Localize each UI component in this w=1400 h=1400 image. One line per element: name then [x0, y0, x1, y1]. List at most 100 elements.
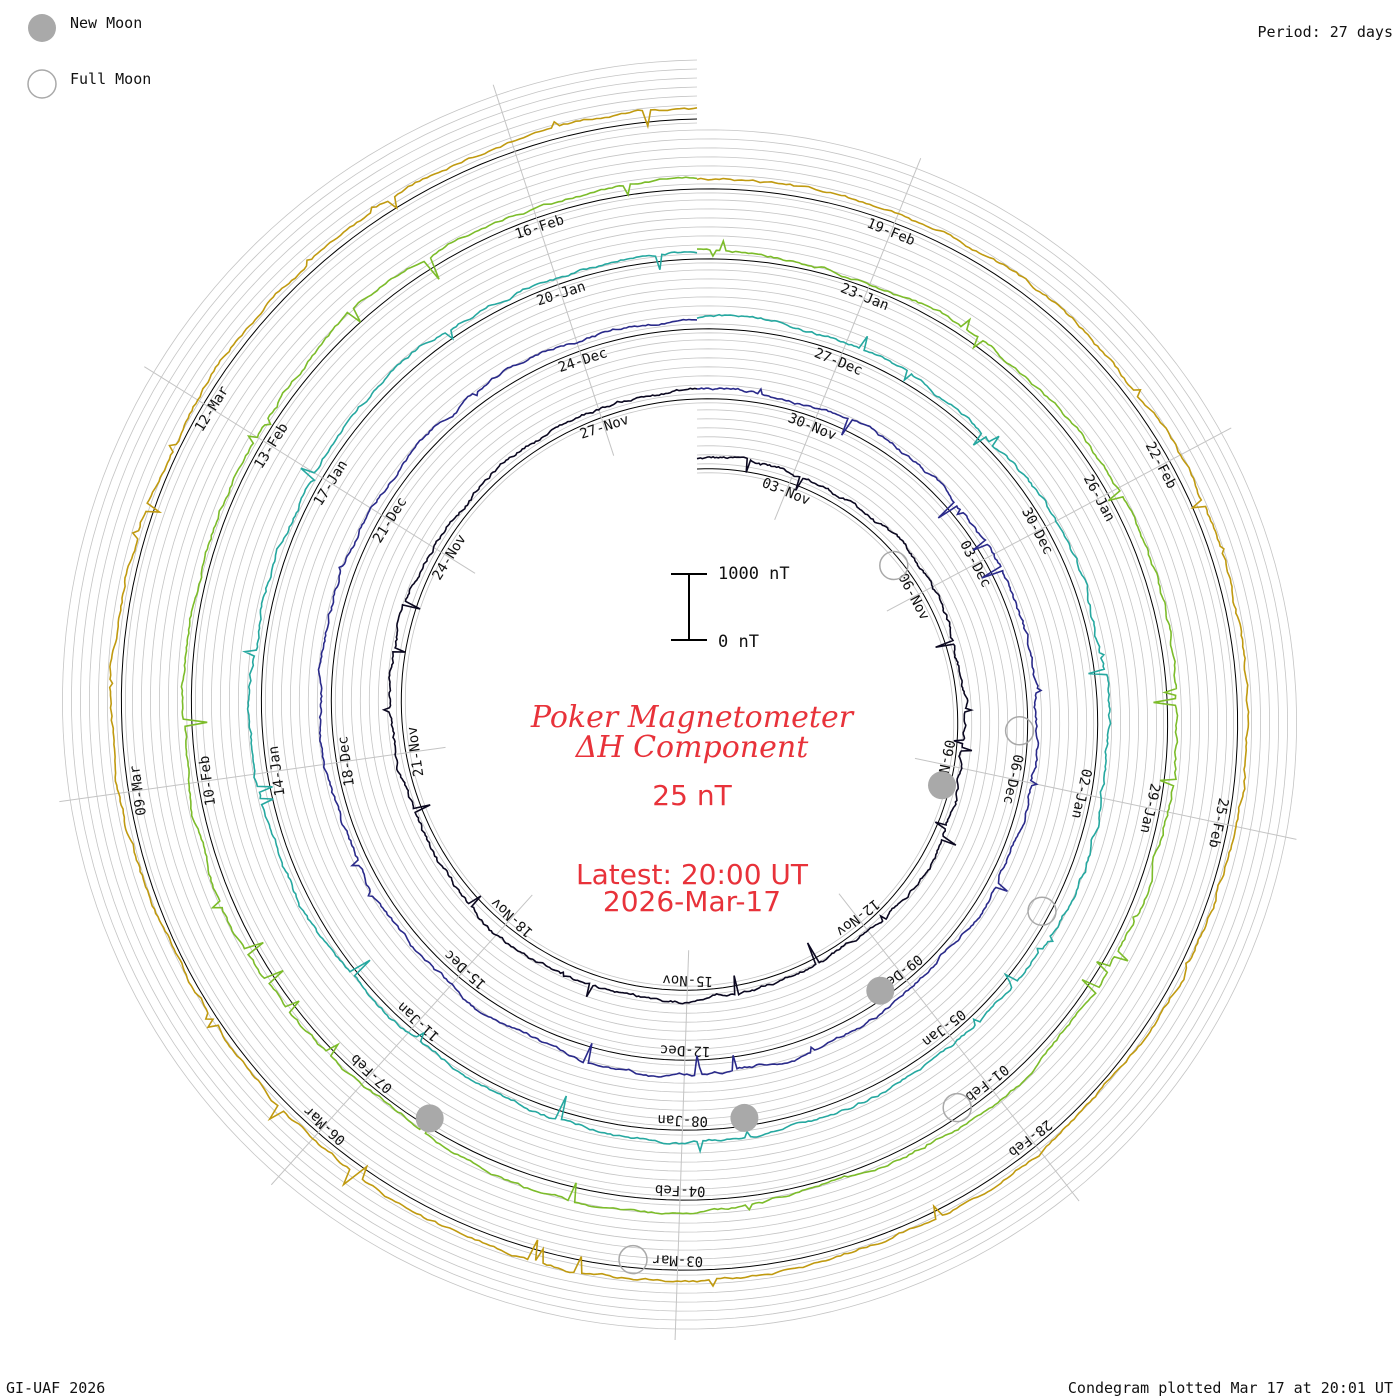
grid-spiral: [307, 305, 1052, 1084]
date-spoke: [674, 950, 690, 1341]
moon-marker-layer: [415, 550, 1057, 1275]
grid-spiral: [228, 226, 1131, 1163]
scale-bar-bottom-label: 0 nT: [718, 632, 759, 652]
date-tick-label: 11-Jan: [394, 998, 442, 1044]
baseline-spiral: [120, 118, 1239, 1271]
new-moon-marker: [928, 771, 956, 800]
date-tick-label: 22-Feb: [1142, 439, 1180, 491]
scale-bar-top-label: 1000 nT: [718, 564, 790, 584]
grid-spiral: [325, 323, 1034, 1066]
date-spoke: [774, 158, 922, 521]
full-moon-marker: [879, 550, 909, 581]
footer-plot-time: Condegram plotted Mar 17 at 20:01 UT: [1068, 1379, 1393, 1397]
date-tick-label: 24-Nov: [429, 532, 469, 583]
footer-credit: GI-UAF 2026: [6, 1379, 105, 1397]
baseline-spiral: [190, 188, 1169, 1201]
date-tick-label: 19-Feb: [864, 216, 917, 250]
grid-spiral: [271, 269, 1088, 1120]
full-moon-legend-icon: [27, 69, 57, 99]
date-tick-label: 03-Nov: [759, 475, 812, 509]
grid-spiral: [167, 165, 1192, 1224]
date-tick-label: 13-Feb: [251, 420, 291, 471]
series-trace: [108, 107, 1250, 1288]
date-tick-label: 15-Dec: [441, 946, 489, 992]
date-tick-label: 29-Jan: [1137, 782, 1163, 835]
baseline-spiral: [260, 258, 1099, 1131]
date-tick-label: 06-Dec: [1000, 753, 1026, 806]
grid-spiral: [201, 199, 1158, 1190]
grid-spiral: [115, 113, 1244, 1276]
date-tick-label: 27-Dec: [812, 345, 865, 379]
new-moon-marker: [415, 1104, 444, 1133]
scale-value-label: 25 nT: [652, 779, 732, 812]
date-tick-label: 12-Dec: [660, 1041, 711, 1059]
date-tick-label: 14-Jan: [266, 745, 289, 797]
date-tick-label: 04-Feb: [655, 1181, 706, 1199]
grid-spiral: [194, 192, 1165, 1197]
full-moon-marker: [942, 1092, 972, 1123]
chart-title-line2: ΔH Component: [575, 730, 809, 765]
grid-spiral: [97, 95, 1262, 1294]
date-tick-label: 03-Mar: [652, 1251, 703, 1269]
series-trace: [180, 176, 1179, 1215]
grid-spiral: [71, 68, 1289, 1321]
period-label: Period: 27 days: [1258, 23, 1393, 41]
date-tick-label: 10-Feb: [196, 755, 219, 807]
date-tick-label: 09-Mar: [127, 764, 150, 816]
grid-spiral: [350, 348, 1009, 1041]
grid-spiral: [149, 147, 1210, 1242]
date-spoke: [270, 894, 533, 1186]
full-moon-marker: [618, 1244, 648, 1275]
date-tick-label: 08-Jan: [657, 1111, 708, 1129]
grid-spiral: [185, 183, 1174, 1206]
grid-spiral: [368, 366, 991, 1023]
new-moon-marker: [866, 976, 895, 1005]
grid-spiral: [316, 314, 1043, 1075]
grid-spiral: [246, 244, 1113, 1145]
date-tick-label: 30-Nov: [786, 410, 839, 444]
grid-spiral: [237, 235, 1122, 1154]
date-tick-label: 07-Feb: [348, 1050, 396, 1096]
grid-spiral: [289, 287, 1070, 1102]
latest-date-label: 2026-Mar-17: [603, 885, 781, 918]
date-spoke: [59, 746, 446, 803]
date-tick-label: 12-Nov: [833, 895, 883, 939]
grid-spiral: [386, 384, 973, 1005]
grid-spiral: [341, 339, 1018, 1050]
date-spoke: [914, 757, 1297, 840]
grid-spiral: [264, 262, 1095, 1127]
grid-spiral: [219, 217, 1140, 1172]
series-trace: [381, 387, 974, 1005]
grid-spiral: [377, 375, 982, 1014]
date-tick-label: 06-Mar: [301, 1102, 349, 1148]
date-tick-label: 28-Feb: [1005, 1116, 1055, 1160]
full-moon-marker: [1027, 896, 1057, 926]
grid-spiral: [124, 122, 1235, 1267]
grid-spiral: [62, 59, 1298, 1330]
full-moon-legend-label: Full Moon: [70, 70, 151, 88]
date-tick-label: 18-Nov: [488, 894, 536, 940]
grid-spiral: [158, 156, 1201, 1233]
grid-spiral: [88, 86, 1271, 1303]
grid-spiral: [176, 174, 1183, 1215]
date-tick-label: 02-Jan: [1068, 767, 1094, 820]
grid-spiral: [131, 129, 1228, 1260]
grid-layer: [59, 59, 1298, 1341]
grid-spiral: [395, 393, 964, 996]
grid-spiral: [80, 77, 1280, 1312]
full-moon-marker: [1004, 716, 1035, 746]
new-moon-legend-icon: [28, 14, 56, 42]
grid-spiral: [140, 138, 1219, 1251]
latest-time-label: Latest: 20:00 UT: [576, 858, 809, 891]
grid-spiral: [210, 208, 1149, 1181]
series-layer: [108, 107, 1250, 1288]
chart-title-line1: Poker Magnetometer: [530, 700, 855, 735]
date-tick-label: 05-Jan: [919, 1006, 969, 1050]
date-spoke: [886, 427, 1232, 612]
date-tick-label: 18-Dec: [335, 735, 358, 787]
date-spoke: [838, 893, 1080, 1202]
new-moon-marker: [730, 1103, 759, 1132]
date-tick-label: 21-Nov: [404, 725, 427, 777]
baseline-spiral: [400, 398, 959, 991]
